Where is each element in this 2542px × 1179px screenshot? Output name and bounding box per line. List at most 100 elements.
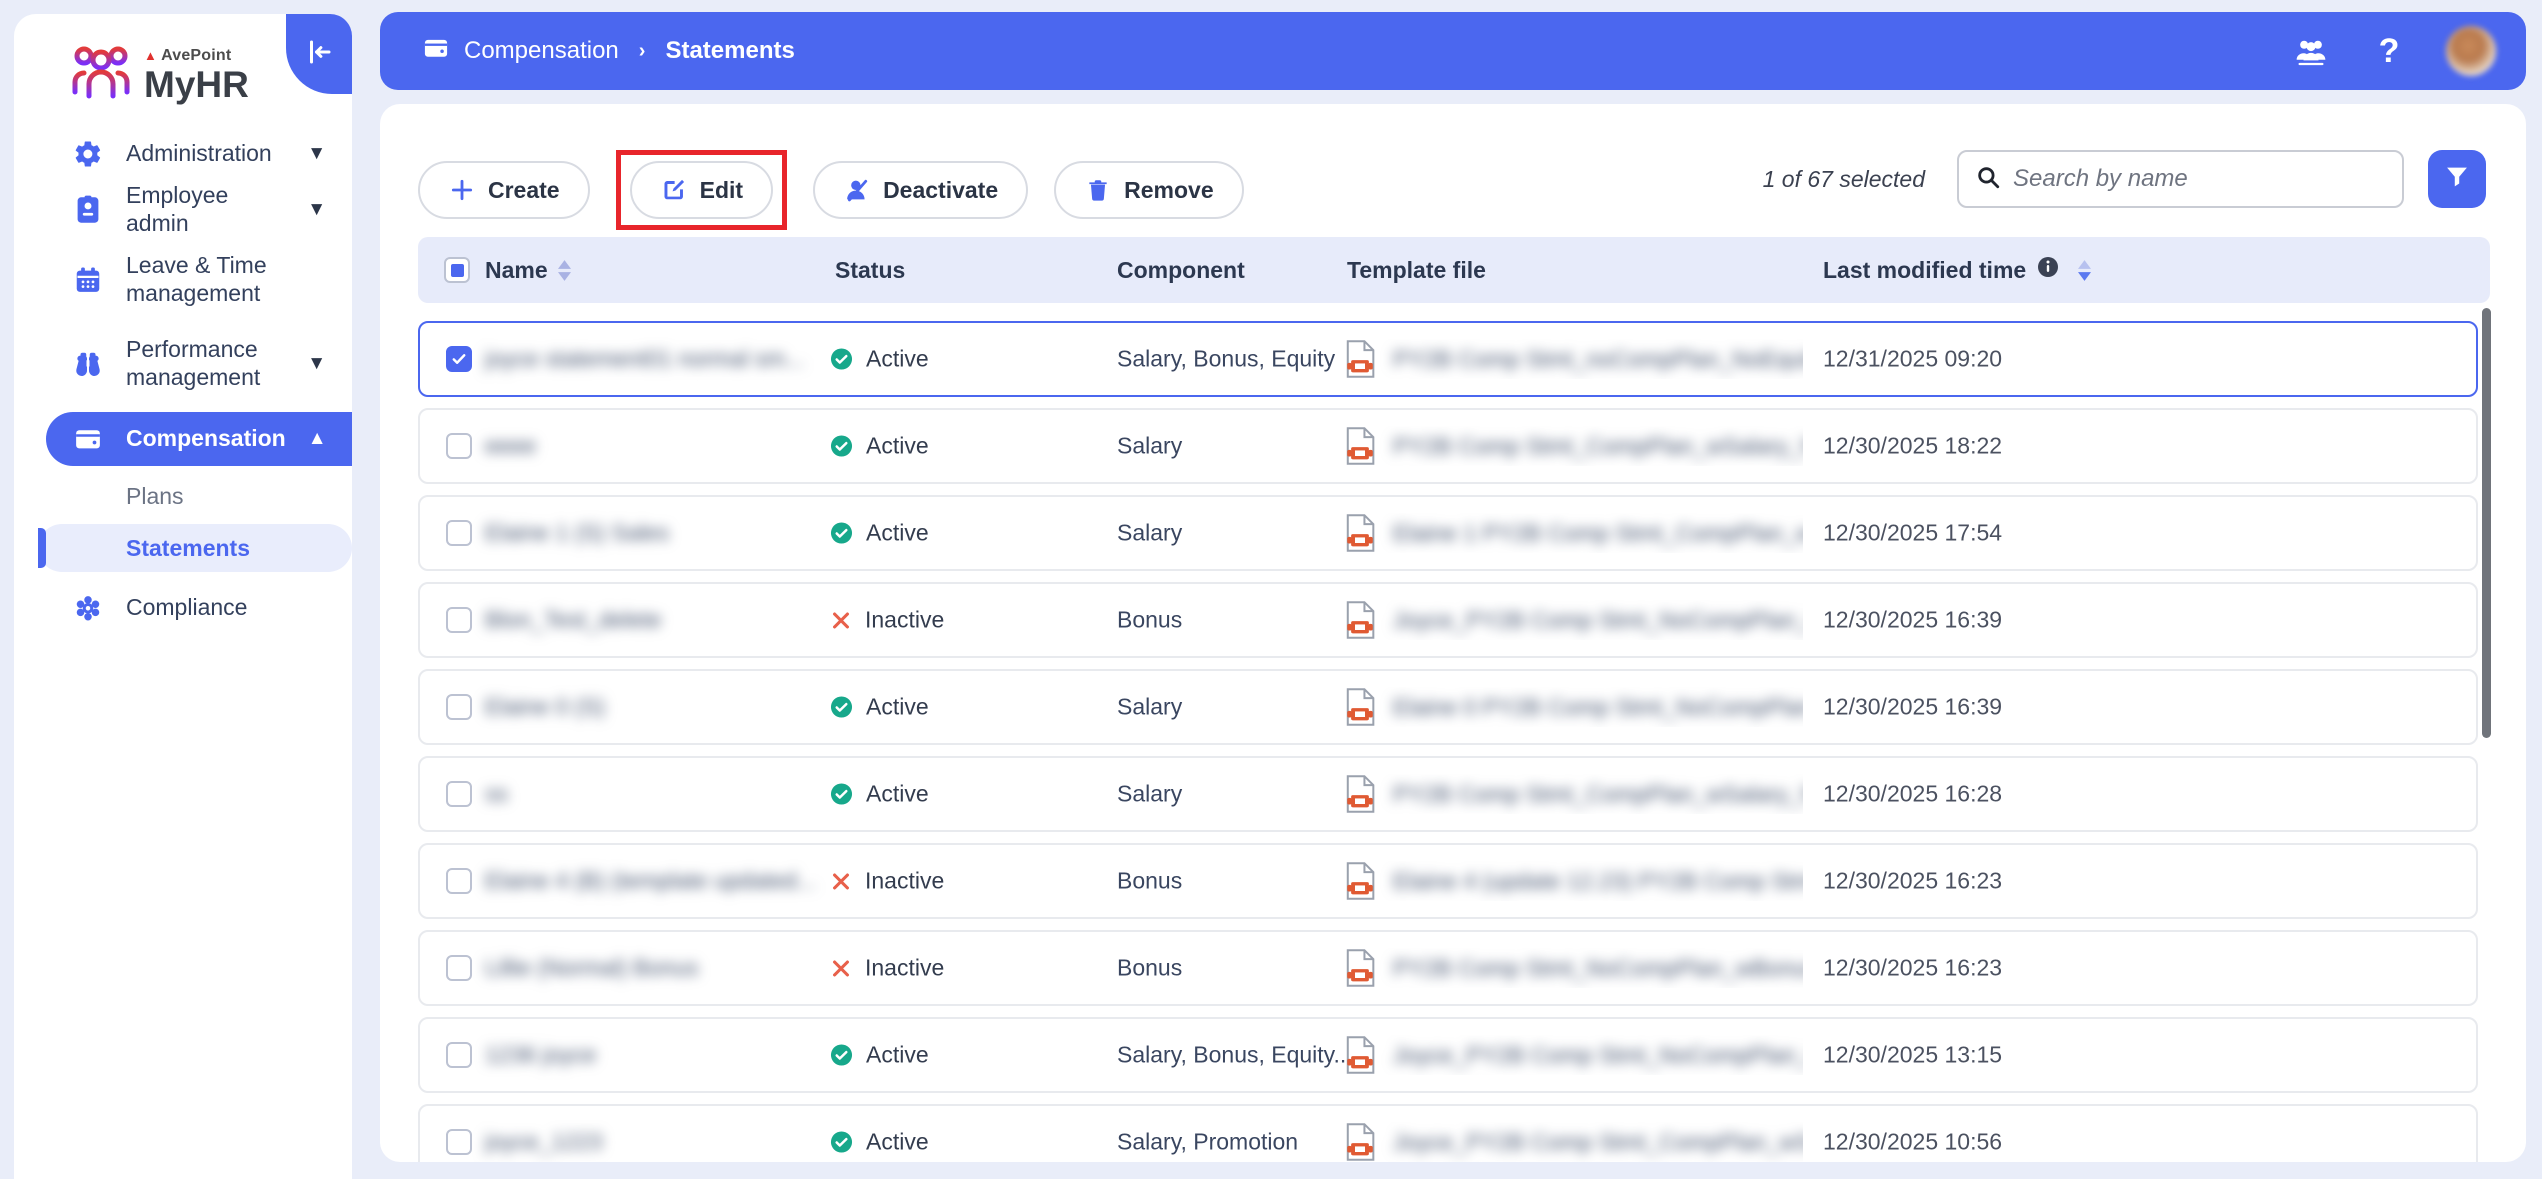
row-checkbox[interactable] xyxy=(446,520,472,546)
sidebar-item-compensation[interactable]: Compensation ▲ xyxy=(46,412,352,466)
create-button[interactable]: Create xyxy=(418,161,590,219)
row-checkbox[interactable] xyxy=(446,607,472,633)
row-checkbox[interactable] xyxy=(446,868,472,894)
statement-name: 1236 joyce xyxy=(485,1041,597,1068)
sidebar-item-leave-time[interactable]: Leave & Time management xyxy=(14,238,352,322)
sidebar-item-compliance[interactable]: Compliance xyxy=(14,580,352,636)
template-file-icon xyxy=(1343,426,1377,466)
company-name: ▲ AvePoint xyxy=(144,46,232,64)
row-checkbox[interactable] xyxy=(446,433,472,459)
sort-icon[interactable] xyxy=(2078,259,2092,281)
topbar: Compensation › Statements ? xyxy=(380,12,2526,90)
sidebar-item-label: Compliance xyxy=(126,594,248,621)
filter-button[interactable] xyxy=(2428,150,2486,208)
table-row[interactable]: Elaine 0 (S) Active Salary Elaine 0 PY2B Co… xyxy=(418,669,2478,745)
statement-name: joyce statement01 normal sm... xyxy=(485,345,805,372)
status-cell: Active xyxy=(830,346,929,373)
sort-icon[interactable] xyxy=(557,259,571,281)
binoculars-icon xyxy=(72,348,104,380)
last-modified-cell: 12/30/2025 17:54 xyxy=(1823,519,2003,546)
status-cell: Active xyxy=(830,694,929,721)
edit-button[interactable]: Edit xyxy=(629,161,774,219)
last-modified-cell: 12/31/2025 09:20 xyxy=(1823,345,2003,372)
last-modified-cell: 12/30/2025 16:28 xyxy=(1823,780,2003,807)
table-row[interactable]: joyce statement01 normal sm... Active Sala… xyxy=(418,321,2478,397)
component-cell: Salary, Bonus, Equity xyxy=(1117,345,1336,372)
status-cell: Inactive xyxy=(830,955,944,982)
status-cell: Inactive xyxy=(830,868,944,895)
help-icon[interactable]: ? xyxy=(2378,31,2400,70)
component-cell: Bonus xyxy=(1117,867,1183,894)
sidebar-item-employee-admin[interactable]: Employee admin ▼ xyxy=(14,182,352,238)
row-checkbox[interactable] xyxy=(446,1042,472,1068)
sidebar-item-administration[interactable]: Administration ▼ xyxy=(14,126,352,182)
sidebar-item-performance[interactable]: Performance management ▼ xyxy=(14,322,352,406)
column-header-last-modified[interactable]: Last modified time xyxy=(1823,237,2092,303)
row-checkbox[interactable] xyxy=(446,346,472,372)
breadcrumb-separator: › xyxy=(638,39,646,62)
status-cell: Inactive xyxy=(830,607,944,634)
status-inactive-icon xyxy=(830,609,852,631)
table-row[interactable]: Elaine 4 (B) (template updated... Inactiv… xyxy=(418,843,2478,919)
info-icon[interactable] xyxy=(2036,255,2060,285)
status-label: Active xyxy=(866,1041,929,1068)
deactivate-button[interactable]: Deactivate xyxy=(813,161,1029,219)
sidebar-subitem-statements[interactable]: Statements xyxy=(38,524,352,572)
status-cell: Active xyxy=(830,1042,929,1069)
template-cell: PY2B Comp Stmt_NoCompPlan_wBonus_... xyxy=(1343,948,1803,988)
column-header-name[interactable]: Name xyxy=(485,237,571,303)
status-label: Active xyxy=(866,519,929,546)
chevron-down-icon: ▼ xyxy=(307,143,326,164)
template-file-name: Joyce_PY2B Comp Stmt_NoCompPlan_wS... xyxy=(1393,1041,1803,1068)
template-file-icon xyxy=(1343,339,1377,379)
user-avatar[interactable] xyxy=(2446,26,2496,76)
template-file-name: Elaine 1 PY2B Comp Stmt_CompPlan_wS... xyxy=(1393,519,1803,546)
component-cell: Salary, Bonus, Equity... xyxy=(1117,1041,1353,1068)
row-checkbox[interactable] xyxy=(446,955,472,981)
table-row[interactable]: 1236 joyce Active Salary, Bonus, Equity...… xyxy=(418,1017,2478,1093)
row-checkbox[interactable] xyxy=(446,1129,472,1155)
status-label: Active xyxy=(866,780,929,807)
remove-button[interactable]: Remove xyxy=(1054,161,1244,219)
selection-status: 1 of 67 selected xyxy=(1762,165,1925,192)
table-row[interactable]: Lillie (Normal) Bonus Inactive Bonus PY2B C… xyxy=(418,930,2478,1006)
table-row[interactable]: Blon_Test_delete Inactive Bonus Joyce_PY2B … xyxy=(418,582,2478,658)
template-file-name: PY2B Comp Stmt_CompPlan_wSalary_No... xyxy=(1393,432,1803,459)
component-cell: Salary xyxy=(1117,693,1183,720)
sidebar-item-label: Leave & Time management xyxy=(126,252,267,306)
breadcrumb: Compensation › Statements xyxy=(422,34,795,69)
table-row[interactable]: joyce_1223 Active Salary, Promotion Joyce_P… xyxy=(418,1104,2478,1162)
collapse-icon xyxy=(304,37,334,72)
template-file-name: PY2B Comp Stmt_NoCompPlan_wBonus_... xyxy=(1393,954,1803,981)
status-active-icon xyxy=(830,783,853,806)
statement-name: eeee xyxy=(485,432,537,459)
search-box xyxy=(1957,150,2404,208)
template-cell: Joyce_PY2B Comp Stmt_NoCompPlan_wB... xyxy=(1343,600,1803,640)
wallet-icon xyxy=(422,34,450,69)
template-file-icon xyxy=(1343,687,1377,727)
table-row[interactable]: ss Active Salary PY2B Comp Stmt_CompPlan_wS… xyxy=(418,756,2478,832)
status-label: Active xyxy=(866,432,929,459)
action-toolbar: Create Edit Deactivate xyxy=(418,150,1244,230)
breadcrumb-parent[interactable]: Compensation xyxy=(464,37,619,64)
select-all-checkbox[interactable] xyxy=(444,257,470,283)
deactivate-user-icon xyxy=(843,176,871,204)
sidebar-collapse-button[interactable] xyxy=(286,14,352,94)
user-group-icon[interactable] xyxy=(2290,30,2332,72)
annotation-highlight: Edit xyxy=(615,150,788,230)
vertical-scrollbar[interactable] xyxy=(2482,308,2491,738)
sidebar: ▲ AvePoint MyHR Administration ▼ xyxy=(14,14,352,1179)
sidebar-subitem-plans[interactable]: Plans xyxy=(14,472,352,520)
selected-indicator xyxy=(38,528,46,568)
row-checkbox[interactable] xyxy=(446,781,472,807)
table-row[interactable]: eeee Active Salary PY2B Comp Stmt_CompPlan_… xyxy=(418,408,2478,484)
row-checkbox[interactable] xyxy=(446,694,472,720)
template-file-icon xyxy=(1343,1035,1377,1075)
statement-name: ss xyxy=(485,780,508,807)
template-file-name: PY2B Comp Stmt_CompPlan_wSalary_No... xyxy=(1393,780,1803,807)
table-row[interactable]: Elaine 1 (S) Sales Active Salary Elaine 1 P… xyxy=(418,495,2478,571)
status-active-icon xyxy=(830,435,853,458)
sidebar-item-label: Administration xyxy=(126,140,272,167)
search-input[interactable] xyxy=(2013,165,2386,193)
